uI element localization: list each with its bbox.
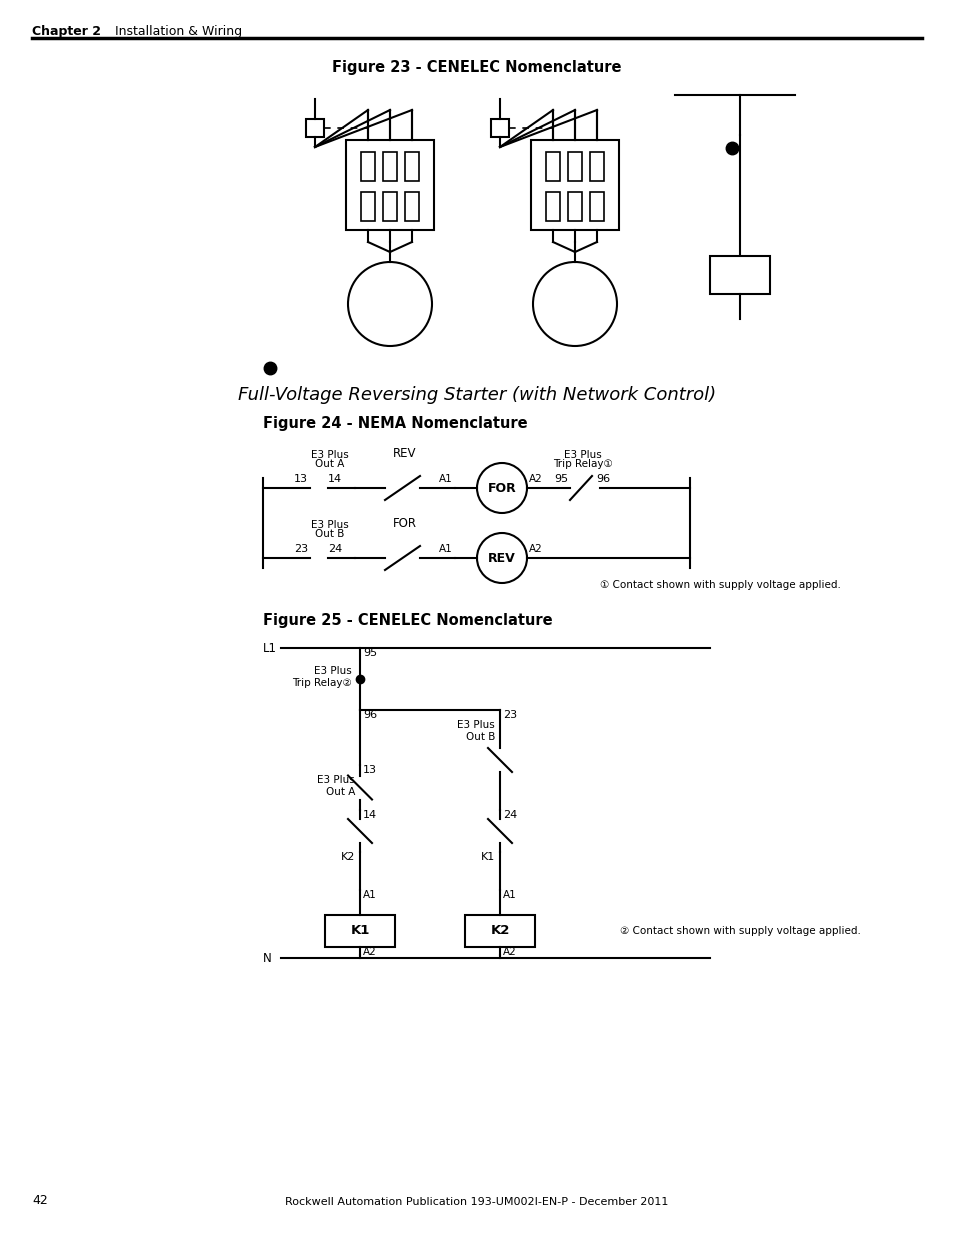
Text: Trip Relay①: Trip Relay① xyxy=(553,459,612,469)
Text: A1: A1 xyxy=(438,543,453,555)
Text: E3 Plus
Out B: E3 Plus Out B xyxy=(456,720,495,741)
Text: E3 Plus
Trip Relay②: E3 Plus Trip Relay② xyxy=(292,666,352,688)
Text: FOR: FOR xyxy=(393,517,416,530)
Text: 24: 24 xyxy=(328,543,342,555)
Text: E3 Plus
Out A: E3 Plus Out A xyxy=(317,776,355,797)
Text: A2: A2 xyxy=(529,474,542,484)
Bar xyxy=(709,256,769,294)
Bar xyxy=(589,152,603,180)
Text: 96: 96 xyxy=(596,474,610,484)
Bar xyxy=(346,140,434,230)
Bar xyxy=(306,119,324,137)
Text: Out A: Out A xyxy=(315,459,344,469)
Text: K1: K1 xyxy=(480,852,495,862)
Bar xyxy=(531,140,618,230)
Text: 13: 13 xyxy=(294,474,308,484)
Bar xyxy=(491,119,509,137)
Bar xyxy=(405,152,418,180)
Text: Full-Voltage Reversing Starter (with Network Control): Full-Voltage Reversing Starter (with Net… xyxy=(237,387,716,404)
Text: Figure 24 - NEMA Nomenclature: Figure 24 - NEMA Nomenclature xyxy=(263,416,527,431)
Bar xyxy=(405,193,418,221)
Text: 14: 14 xyxy=(363,810,376,820)
Text: ② Contact shown with supply voltage applied.: ② Contact shown with supply voltage appl… xyxy=(619,926,860,936)
Text: 13: 13 xyxy=(363,764,376,776)
Bar xyxy=(325,915,395,947)
Text: A2: A2 xyxy=(529,543,542,555)
Text: ① Contact shown with supply voltage applied.: ① Contact shown with supply voltage appl… xyxy=(599,580,840,590)
Bar xyxy=(567,193,581,221)
Bar xyxy=(545,193,559,221)
Text: A1: A1 xyxy=(363,890,376,900)
Text: 95: 95 xyxy=(554,474,567,484)
Text: REV: REV xyxy=(393,447,416,459)
Text: FOR: FOR xyxy=(487,482,516,494)
Text: Chapter 2: Chapter 2 xyxy=(32,25,101,38)
Text: N: N xyxy=(263,951,272,965)
Text: Installation & Wiring: Installation & Wiring xyxy=(115,25,242,38)
Text: E3 Plus: E3 Plus xyxy=(311,520,349,530)
Text: REV: REV xyxy=(488,552,516,564)
Bar xyxy=(545,152,559,180)
Bar xyxy=(382,152,396,180)
Text: 14: 14 xyxy=(328,474,342,484)
Text: E3 Plus: E3 Plus xyxy=(563,450,601,459)
Text: K1: K1 xyxy=(350,925,370,937)
Bar xyxy=(464,915,535,947)
Text: 23: 23 xyxy=(294,543,308,555)
Bar xyxy=(360,152,375,180)
Text: Figure 23 - CENELEC Nomenclature: Figure 23 - CENELEC Nomenclature xyxy=(332,61,621,75)
Text: Figure 25 - CENELEC Nomenclature: Figure 25 - CENELEC Nomenclature xyxy=(263,613,552,629)
Bar xyxy=(567,152,581,180)
Text: A1: A1 xyxy=(438,474,453,484)
Text: A2: A2 xyxy=(502,947,517,957)
Text: K2: K2 xyxy=(490,925,509,937)
Text: K2: K2 xyxy=(340,852,355,862)
Text: 96: 96 xyxy=(363,710,376,720)
Text: Out B: Out B xyxy=(315,529,344,538)
Bar xyxy=(382,193,396,221)
Text: Rockwell Automation Publication 193-UM002I-EN-P - December 2011: Rockwell Automation Publication 193-UM00… xyxy=(285,1197,668,1207)
Text: A1: A1 xyxy=(502,890,517,900)
Text: 95: 95 xyxy=(363,648,376,658)
Text: 24: 24 xyxy=(502,810,517,820)
Text: 42: 42 xyxy=(32,1194,48,1207)
Bar xyxy=(589,193,603,221)
Text: E3 Plus: E3 Plus xyxy=(311,450,349,459)
Bar xyxy=(360,193,375,221)
Text: A2: A2 xyxy=(363,947,376,957)
Text: 23: 23 xyxy=(502,710,517,720)
Text: L1: L1 xyxy=(263,641,276,655)
